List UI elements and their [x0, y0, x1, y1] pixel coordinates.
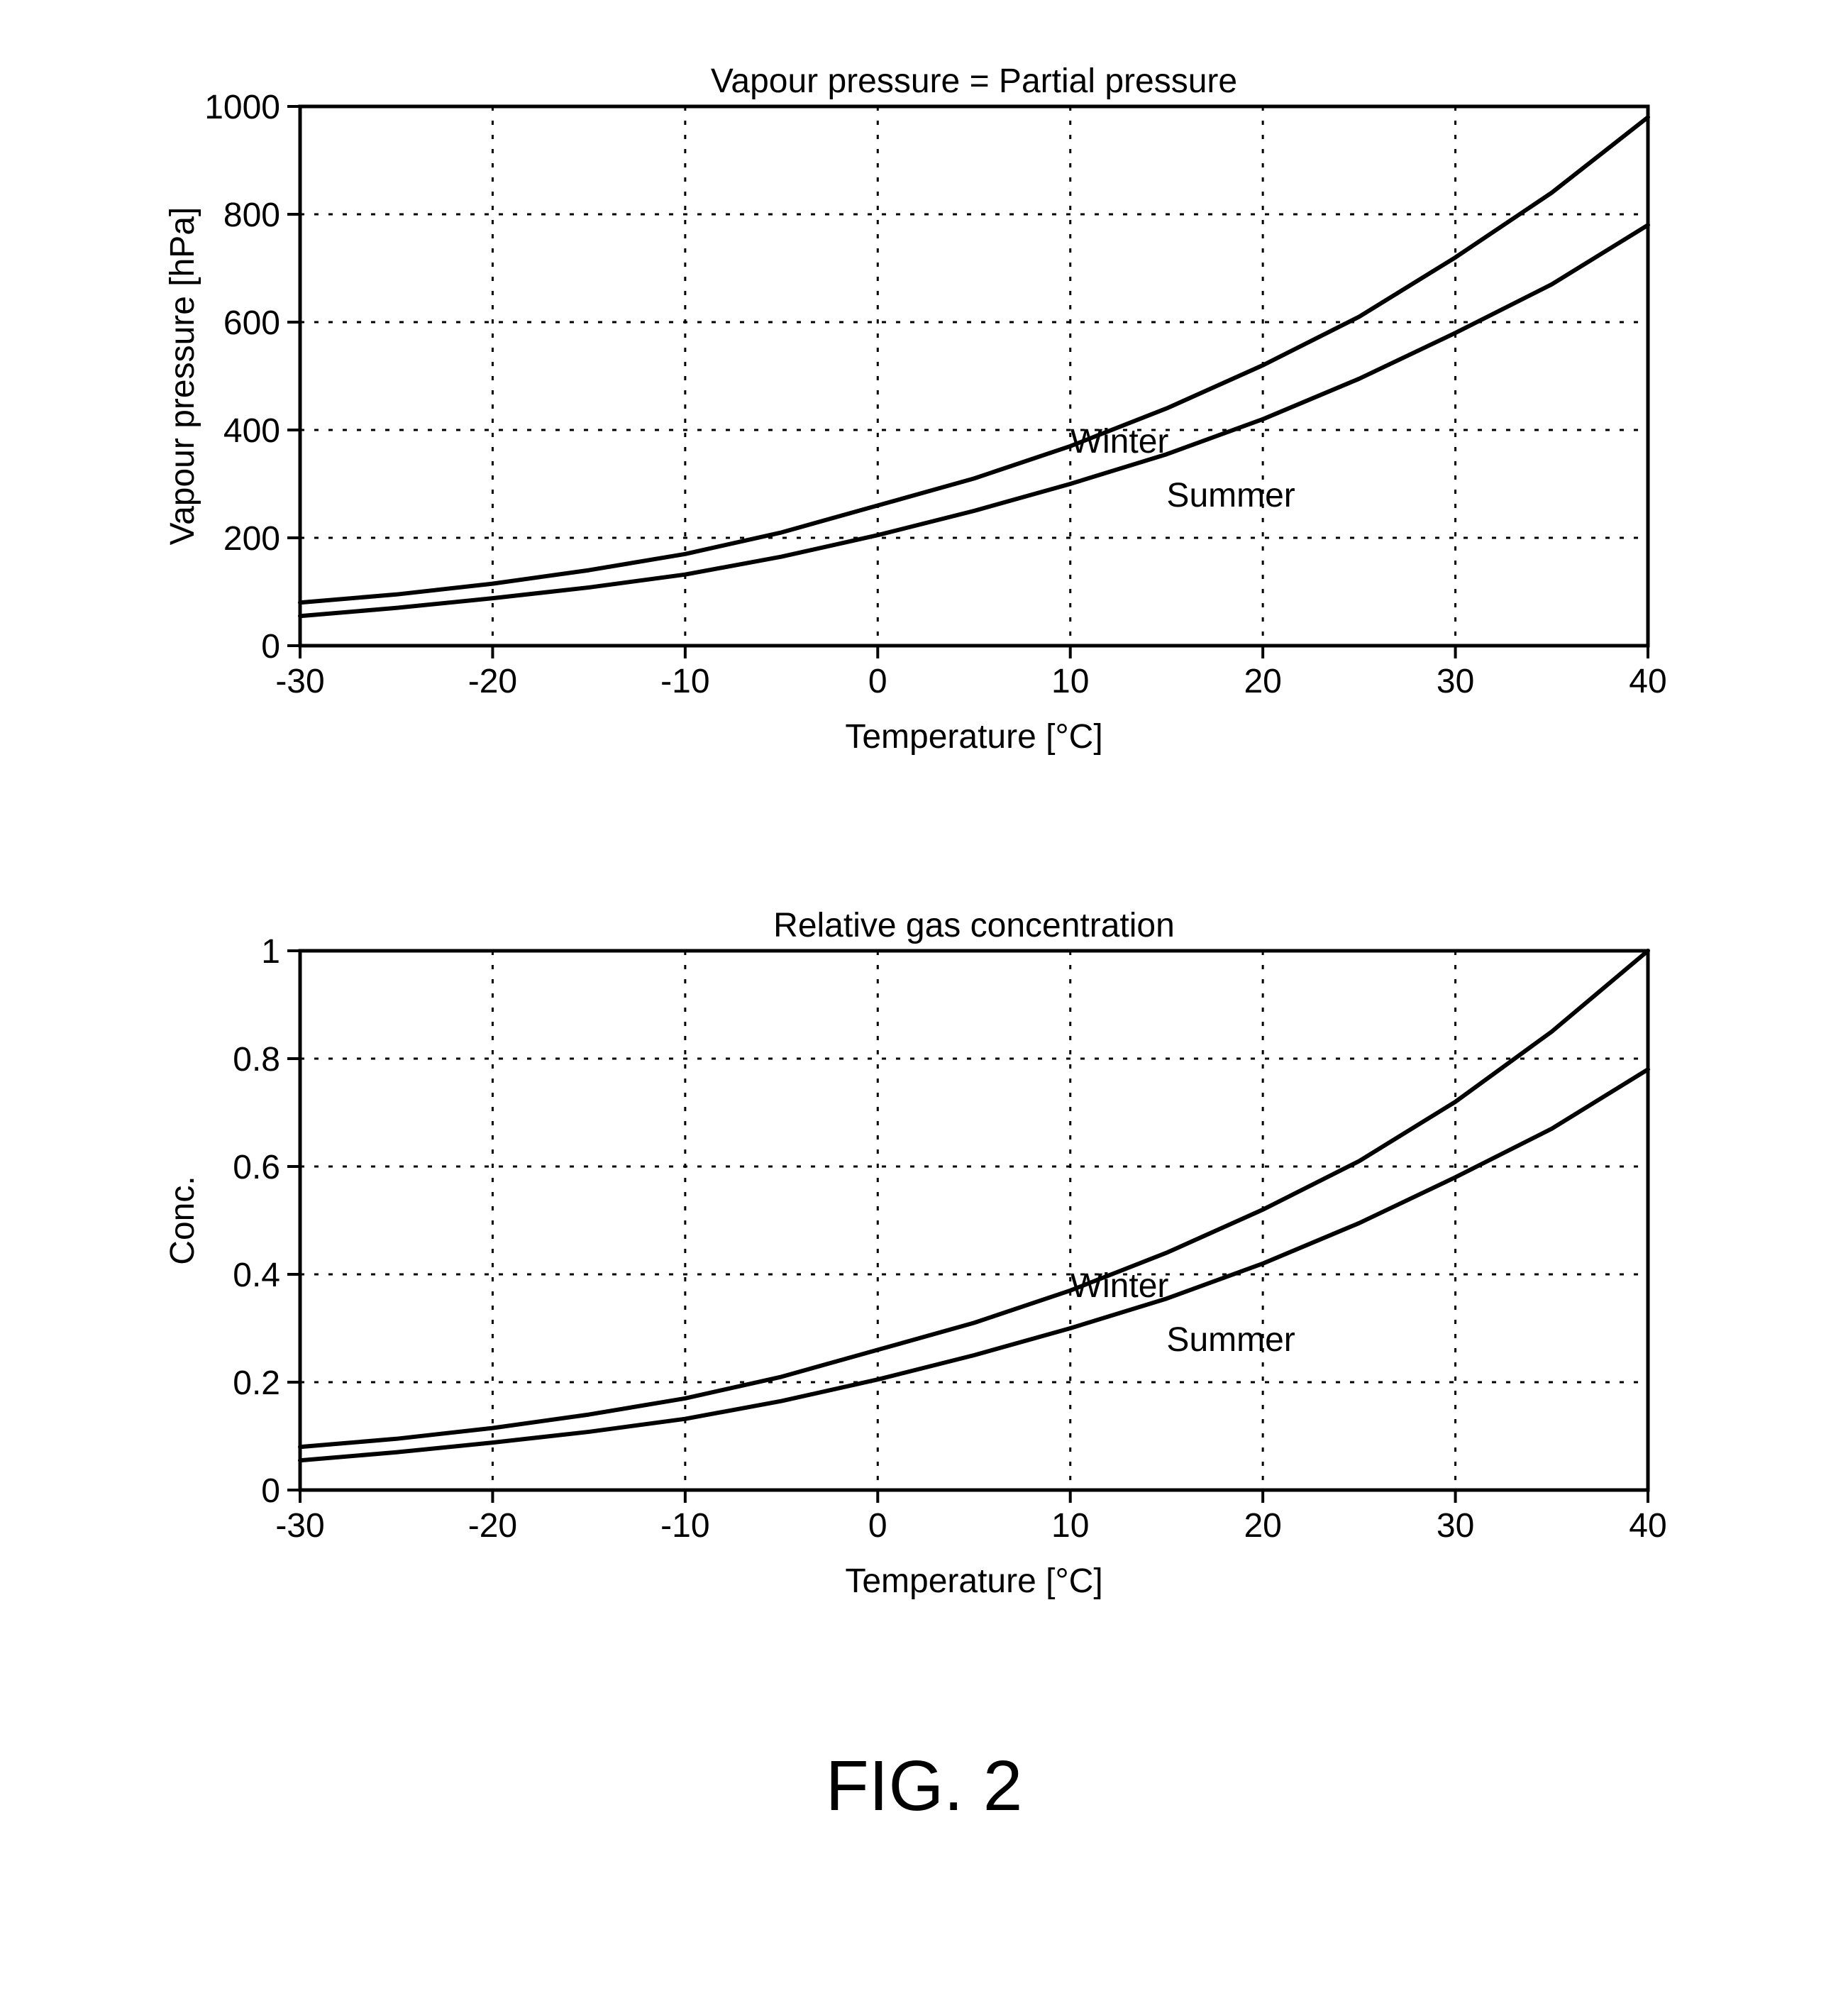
figure-page: Vapour pressure = Partial pressure -30 -20… — [0, 0, 1848, 2008]
y-tick-label: 600 — [223, 304, 280, 342]
y-tick-label: 0.4 — [233, 1257, 280, 1294]
y-tick-label: 0.6 — [233, 1149, 280, 1186]
series-label: Winter — [1070, 423, 1168, 460]
x-axis-label: Temperature [°C] — [845, 1562, 1102, 1600]
x-tick-label: -20 — [467, 1507, 516, 1545]
series-label: Winter — [1070, 1267, 1168, 1305]
y-tick-label: 1000 — [204, 89, 280, 126]
y-axis-label: Conc. — [164, 1176, 201, 1264]
x-tick-label: 10 — [1051, 663, 1089, 700]
x-tick-label: 0 — [868, 1507, 887, 1545]
y-tick-label: 800 — [223, 197, 280, 234]
y-tick-label: 400 — [223, 412, 280, 450]
x-axis-label: Temperature [°C] — [845, 718, 1102, 756]
y-tick-label: 0.2 — [233, 1364, 280, 1402]
x-tick-label: -10 — [660, 663, 709, 700]
y-tick-label: 0 — [261, 1472, 280, 1510]
series-line — [300, 117, 1648, 602]
x-tick-label: -20 — [467, 663, 516, 700]
y-tick-label: 200 — [223, 520, 280, 558]
chart-svg: Vapour pressure = Partial pressure -30 -20… — [144, 57, 1691, 773]
x-tick-label: 30 — [1436, 1507, 1473, 1545]
vapour-pressure-chart: Vapour pressure = Partial pressure -30 -20… — [144, 57, 1705, 773]
x-tick-label: 30 — [1436, 663, 1473, 700]
x-tick-label: -10 — [660, 1507, 709, 1545]
series-label: Summer — [1166, 1321, 1295, 1359]
relative-concentration-chart: Relative gas concentration-30-20-1001020… — [144, 901, 1705, 1618]
x-tick-label: 10 — [1051, 1507, 1089, 1545]
series-line — [300, 951, 1648, 1447]
y-tick-label: 0.8 — [233, 1041, 280, 1079]
x-tick-label: 40 — [1629, 663, 1666, 700]
x-tick-label: 0 — [868, 663, 887, 700]
x-tick-label: 20 — [1244, 663, 1281, 700]
plot-box — [300, 951, 1648, 1490]
chart-svg: Relative gas concentration-30-20-1001020… — [144, 901, 1691, 1618]
x-tick-label: -30 — [275, 1507, 324, 1545]
y-axis-label: Vapour pressure [hPa] — [164, 207, 201, 546]
x-tick-label: 40 — [1629, 1507, 1666, 1545]
y-tick-label: 1 — [261, 933, 280, 971]
x-tick-label: -30 — [275, 663, 324, 700]
y-tick-label: 0 — [261, 628, 280, 666]
series-label: Summer — [1166, 477, 1295, 514]
chart-title: Relative gas concentration — [773, 907, 1175, 944]
series-line — [300, 225, 1648, 616]
chart-title: Vapour pressure = Partial pressure — [710, 62, 1236, 100]
plot-box — [300, 106, 1648, 646]
figure-caption: FIG. 2 — [826, 1745, 1023, 1827]
x-tick-label: 20 — [1244, 1507, 1281, 1545]
series-line — [300, 1069, 1648, 1460]
